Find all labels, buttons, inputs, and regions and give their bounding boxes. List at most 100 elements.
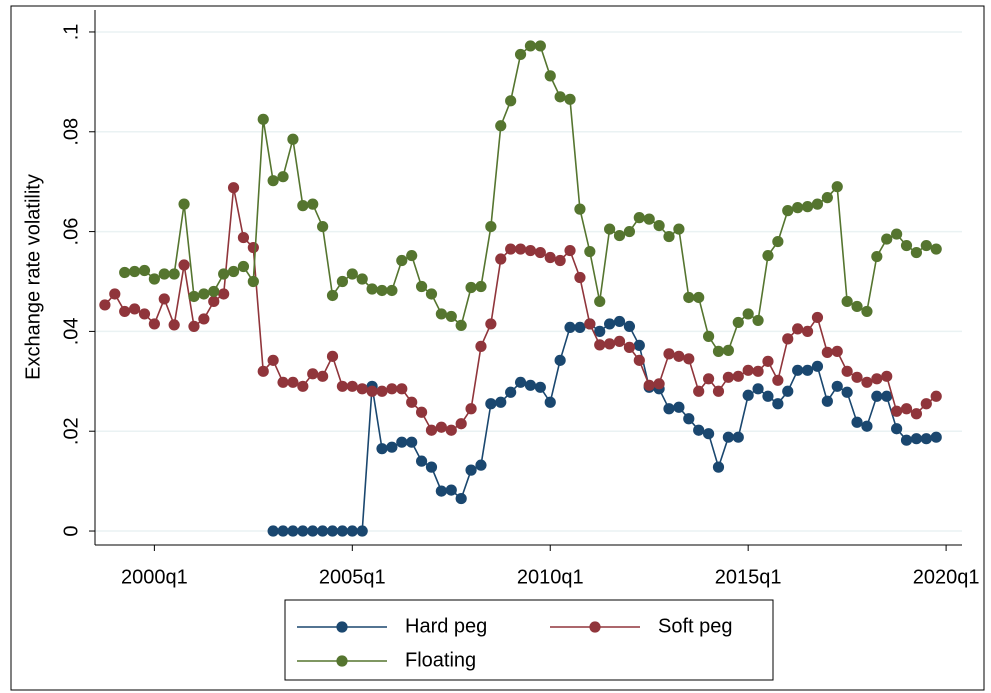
point — [346, 380, 358, 392]
point — [198, 288, 210, 300]
point — [722, 431, 734, 443]
point — [792, 323, 804, 335]
point — [920, 239, 932, 252]
point — [851, 300, 863, 313]
point — [128, 303, 141, 315]
point — [247, 241, 259, 254]
point — [138, 308, 151, 320]
point — [218, 268, 230, 280]
point — [514, 48, 527, 61]
point — [574, 271, 586, 284]
point — [415, 455, 428, 467]
point — [772, 398, 784, 410]
point — [910, 408, 923, 420]
point — [712, 385, 725, 397]
point — [881, 233, 893, 245]
point — [712, 345, 725, 357]
point — [386, 441, 398, 453]
point — [811, 311, 824, 324]
point — [534, 381, 546, 393]
point — [782, 205, 794, 217]
point — [386, 383, 398, 395]
point — [485, 220, 497, 233]
point — [920, 433, 932, 445]
point — [317, 525, 329, 537]
point — [346, 525, 358, 537]
point — [267, 175, 279, 187]
point — [851, 416, 863, 428]
point — [396, 254, 408, 267]
point — [297, 380, 309, 392]
point — [415, 406, 428, 418]
point — [297, 200, 309, 212]
point — [613, 229, 626, 242]
point — [782, 385, 794, 397]
point — [752, 365, 764, 377]
point — [267, 525, 279, 537]
point — [475, 340, 487, 352]
point — [801, 364, 814, 376]
point — [326, 289, 339, 302]
point — [663, 403, 675, 415]
point — [742, 389, 754, 401]
point — [505, 243, 517, 255]
point — [435, 308, 447, 320]
x-tick-label: 2015q1 — [715, 566, 782, 588]
point — [495, 253, 507, 265]
point — [326, 525, 339, 537]
point — [465, 403, 477, 415]
point — [841, 365, 853, 377]
point — [168, 268, 180, 280]
point — [633, 212, 645, 224]
point — [366, 385, 378, 397]
point — [406, 396, 418, 408]
point — [900, 403, 913, 415]
point — [485, 318, 497, 330]
point — [613, 335, 626, 347]
point — [653, 219, 665, 232]
point — [307, 198, 319, 210]
point — [376, 385, 388, 397]
legend-label: Soft peg — [658, 615, 733, 637]
point — [465, 281, 477, 294]
point — [861, 420, 873, 432]
point — [356, 525, 368, 537]
point — [900, 239, 913, 252]
point — [317, 370, 329, 382]
point — [356, 273, 368, 285]
point — [633, 339, 645, 351]
point — [683, 291, 695, 304]
point — [623, 341, 636, 353]
point — [792, 364, 804, 376]
point — [455, 418, 467, 430]
point — [406, 436, 418, 448]
x-tick-label: 2005q1 — [319, 566, 386, 588]
point — [524, 379, 537, 391]
point — [386, 284, 398, 297]
point — [554, 91, 566, 103]
point — [881, 390, 893, 402]
x-tick-label: 2020q1 — [913, 566, 980, 588]
point — [445, 424, 457, 436]
y-tick-label: .1 — [60, 24, 82, 41]
point — [702, 330, 715, 342]
point — [584, 318, 596, 330]
point — [742, 308, 754, 320]
point — [119, 266, 131, 279]
y-tick-label: 0 — [60, 525, 82, 536]
point — [722, 371, 734, 383]
point — [208, 285, 220, 298]
point — [346, 268, 358, 280]
point — [148, 273, 160, 285]
point — [762, 390, 774, 402]
point — [891, 228, 903, 240]
point — [218, 288, 230, 300]
graph-frame — [10, 5, 985, 691]
point — [574, 321, 586, 334]
point — [465, 464, 477, 476]
point — [801, 325, 814, 337]
point — [693, 291, 705, 304]
point — [406, 249, 418, 262]
point — [287, 133, 299, 145]
point — [237, 231, 250, 244]
